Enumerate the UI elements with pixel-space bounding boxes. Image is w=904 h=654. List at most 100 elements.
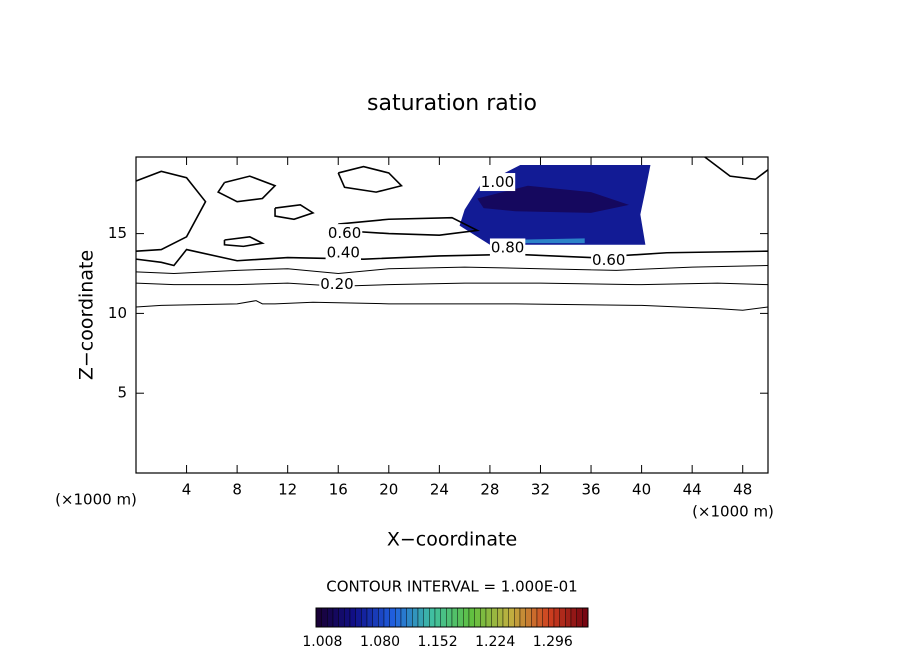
colorbar-cell bbox=[389, 607, 396, 628]
contour-line bbox=[223, 235, 265, 248]
y-tick-label: 10 bbox=[108, 304, 127, 322]
contour-interval: CONTOUR INTERVAL = 1.000E-01 bbox=[326, 578, 577, 596]
colorbar-cell bbox=[480, 607, 487, 628]
colorbar-cell bbox=[349, 607, 356, 628]
x-tick-label: 24 bbox=[430, 481, 449, 499]
colorbar-tick-label: 1.224 bbox=[475, 634, 515, 650]
colorbar-cell bbox=[559, 607, 566, 628]
colorbar-cell bbox=[502, 607, 509, 628]
x-tick-label: 12 bbox=[278, 481, 297, 499]
contour-label: 0.40 bbox=[327, 243, 360, 261]
x-axis-label: X−coordinate bbox=[387, 529, 517, 551]
contour-label-bg bbox=[326, 224, 363, 243]
colorbar-cell bbox=[508, 607, 515, 628]
contour-line bbox=[274, 204, 315, 221]
x-tick-label: 48 bbox=[733, 481, 752, 499]
colorbar-cell bbox=[542, 607, 549, 628]
x-unit: (×1000 m) bbox=[692, 503, 774, 521]
colorbar-cell bbox=[372, 607, 379, 628]
filled-region bbox=[477, 185, 629, 213]
colorbar-tick-label: 1.296 bbox=[533, 634, 573, 650]
colorbar-tick-label: 1.152 bbox=[418, 634, 458, 650]
y-tick-label: 15 bbox=[108, 224, 127, 242]
contour-line bbox=[337, 165, 403, 193]
colorbar-cell bbox=[321, 607, 328, 628]
contour-label-bg bbox=[479, 173, 516, 192]
colorbar-cell bbox=[536, 607, 543, 628]
colorbar-cell bbox=[570, 607, 577, 628]
x-tick-label: 16 bbox=[329, 481, 348, 499]
colorbar-cell bbox=[497, 607, 504, 628]
y-axis-label: Z−coordinate bbox=[76, 250, 98, 380]
contour-label: 1.00 bbox=[481, 173, 514, 191]
colorbar-cell bbox=[468, 607, 475, 628]
colorbar-cell bbox=[485, 607, 492, 628]
y-tick-label: 5 bbox=[117, 384, 127, 402]
x-tick-label: 32 bbox=[531, 481, 550, 499]
colorbar-cell bbox=[457, 607, 464, 628]
colorbar-cell bbox=[406, 607, 413, 628]
colorbar-cell bbox=[423, 607, 430, 628]
contour-label-bg bbox=[489, 238, 526, 257]
colorbar-cell bbox=[531, 607, 538, 628]
contour-label: 0.60 bbox=[328, 224, 361, 242]
x-tick-label: 8 bbox=[232, 481, 242, 499]
contour-label: 0.80 bbox=[491, 238, 524, 256]
x-tick-label: 4 bbox=[182, 481, 192, 499]
colorbar-tick-label: 1.080 bbox=[360, 634, 400, 650]
colorbar-cell bbox=[491, 607, 498, 628]
colorbar-cell bbox=[519, 607, 526, 628]
x-tick-label: 28 bbox=[480, 481, 499, 499]
colorbar-frame bbox=[315, 607, 589, 628]
y-unit: (×1000 m) bbox=[55, 491, 137, 509]
contour-line bbox=[135, 248, 769, 267]
x-tick-label: 20 bbox=[379, 481, 398, 499]
plot-frame bbox=[135, 156, 769, 474]
colorbar-cell bbox=[366, 607, 373, 628]
colorbar-cell bbox=[514, 607, 521, 628]
colorbar-cell bbox=[429, 607, 436, 628]
contour-label: 0.20 bbox=[320, 275, 353, 293]
colorbar-cell bbox=[582, 607, 589, 628]
colorbar-cell bbox=[395, 607, 402, 628]
contour-label-bg bbox=[325, 243, 361, 262]
contour-line bbox=[135, 282, 769, 287]
colorbar-cell bbox=[383, 607, 390, 628]
colorbar-cell bbox=[576, 607, 583, 628]
colorbar-cell bbox=[332, 607, 339, 628]
contour-label-bg bbox=[319, 275, 355, 294]
contour-label: 0.60 bbox=[592, 251, 625, 269]
colorbar-tick-label: 1.008 bbox=[302, 634, 342, 650]
colorbar-cell bbox=[446, 607, 453, 628]
colorbar-cell bbox=[355, 607, 362, 628]
colorbar-cell bbox=[344, 607, 351, 628]
x-tick-label: 36 bbox=[581, 481, 600, 499]
colorbar-cell bbox=[400, 607, 407, 628]
colorbar-cell bbox=[474, 607, 481, 628]
colorbar-cell bbox=[361, 607, 368, 628]
colorbar-cell bbox=[417, 607, 424, 628]
contour-line bbox=[135, 300, 769, 311]
colorbar-cell bbox=[434, 607, 441, 628]
contour-line bbox=[216, 175, 277, 203]
contour-line bbox=[135, 170, 207, 252]
contour-line bbox=[704, 156, 769, 181]
chart-title: saturation ratio bbox=[367, 91, 537, 116]
colorbar-cell bbox=[338, 607, 345, 628]
colorbar-cell bbox=[548, 607, 555, 628]
colorbar-cell bbox=[378, 607, 385, 628]
colorbar-cell bbox=[315, 607, 322, 628]
colorbar-cell bbox=[451, 607, 458, 628]
colorbar-cell bbox=[525, 607, 532, 628]
x-tick-label: 44 bbox=[683, 481, 702, 499]
x-tick-label: 40 bbox=[632, 481, 651, 499]
contour-line bbox=[135, 265, 769, 275]
colorbar-cell bbox=[440, 607, 447, 628]
colorbar-cell bbox=[565, 607, 572, 628]
contour-label-bg bbox=[591, 251, 627, 270]
colorbar-cell bbox=[463, 607, 470, 628]
colorbar-cell bbox=[553, 607, 560, 628]
colorbar-cell bbox=[412, 607, 419, 628]
colorbar-cell bbox=[327, 607, 334, 628]
